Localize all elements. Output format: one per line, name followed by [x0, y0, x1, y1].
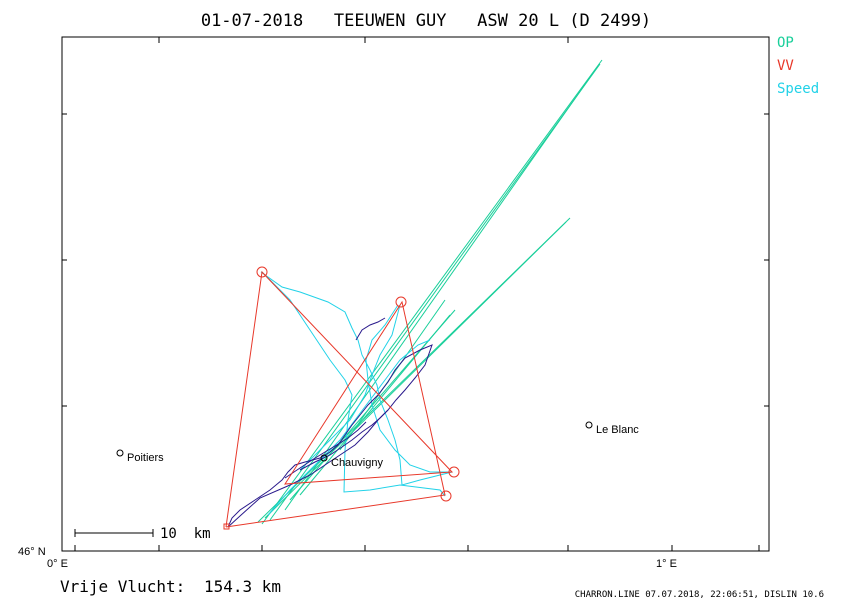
- legend-vv: VV: [777, 58, 794, 74]
- lat-axis-label: 46° N: [18, 546, 46, 558]
- legend-op: OP: [777, 35, 794, 51]
- op-lines: [257, 59, 603, 525]
- town-marker: [585, 421, 593, 429]
- town-label: Le Blanc: [596, 424, 639, 436]
- flight-track: [227, 317, 433, 528]
- map-title: 01-07-2018 TEEUWEN GUY ASW 20 L (D 2499): [201, 11, 651, 31]
- town-marker: [116, 449, 124, 457]
- town-label: Poitiers: [127, 452, 164, 464]
- town-label: Chauvigny: [331, 457, 383, 469]
- turnpoint-marker: [448, 466, 460, 478]
- distance-label: Vrije Vlucht:: [60, 577, 185, 596]
- town-le-blanc: Le Blanc: [585, 421, 639, 436]
- scale-bar: [74, 529, 154, 537]
- legend-speed: Speed: [777, 81, 819, 97]
- start-marker: [223, 523, 230, 530]
- lon-axis-label-1: 1° E: [656, 558, 677, 570]
- plot-frame: [61, 36, 770, 552]
- lon-axis-label-0: 0° E: [47, 558, 68, 570]
- town-poitiers: Poitiers: [116, 449, 164, 464]
- scale-bar-label: 10 km: [160, 526, 211, 542]
- axis-ticks: [62, 37, 769, 551]
- distance-value: 154.3 km: [204, 577, 281, 596]
- turnpoint-marker: [256, 266, 268, 278]
- turnpoint-marker: [440, 490, 452, 502]
- town-chauvigny: Chauvigny: [320, 454, 383, 469]
- turnpoint-marker: [395, 296, 407, 308]
- vv-task: [223, 266, 460, 530]
- footer-info: CHARRON.LINE 07.07.2018, 22:06:51, DISLI…: [575, 590, 824, 600]
- speed-track: [260, 271, 453, 516]
- town-marker: [320, 454, 328, 462]
